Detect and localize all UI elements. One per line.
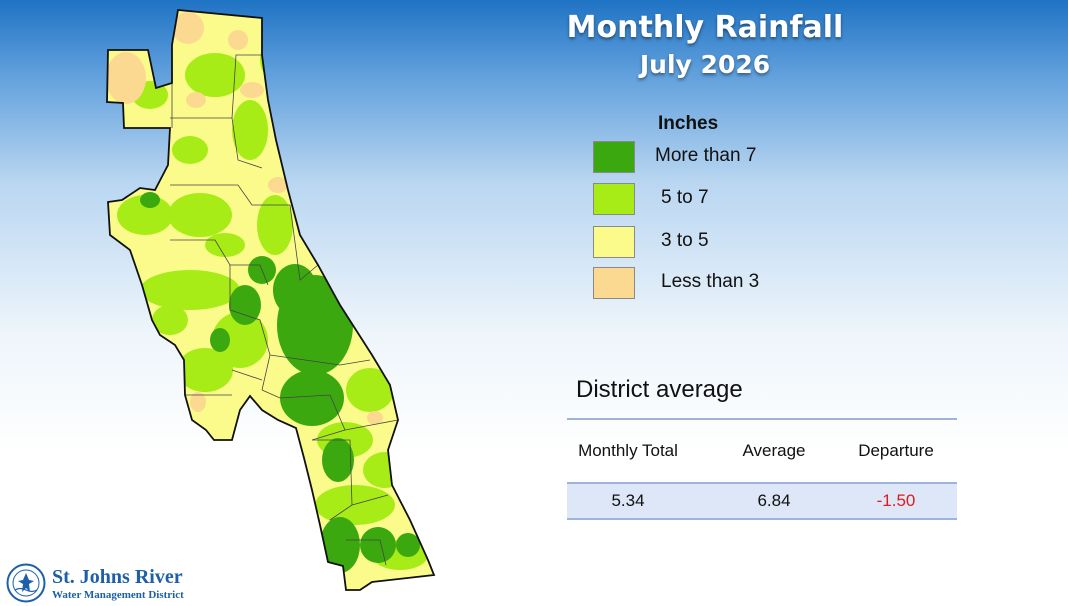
legend-label: 5 to 7 [661, 187, 709, 208]
legend-item-less-than-3: Less than 3 [593, 267, 893, 299]
district-average-title: District average [576, 376, 743, 403]
header-departure: Departure [858, 441, 934, 460]
legend-swatch [593, 226, 635, 258]
legend-label: More than 7 [655, 145, 757, 166]
table-row: 5.34 6.84 -1.50 [567, 482, 957, 518]
legend-swatch [593, 267, 635, 299]
logo-tagline: Water Management District [52, 589, 184, 601]
legend-item-3-to-5: 3 to 5 [593, 226, 893, 258]
header-monthly-total: Monthly Total [578, 441, 678, 460]
legend-item-more-than-7: More than 7 [593, 141, 893, 173]
legend-label: 3 to 5 [661, 230, 709, 251]
district-average-table: Monthly Total Average Departure 5.34 6.8… [567, 418, 957, 520]
value-departure: -1.50 [876, 491, 916, 510]
seal-icon [6, 563, 46, 603]
rainfall-map [106, 9, 435, 591]
legend-swatch [593, 141, 635, 173]
legend-swatch [593, 183, 635, 215]
value-average: 6.84 [757, 491, 791, 510]
map-subtitle: July 2026 [639, 50, 771, 79]
table-header-row: Monthly Total Average Departure [567, 420, 957, 482]
map-title: Monthly Rainfall [566, 10, 844, 45]
value-monthly-total: 5.34 [611, 491, 645, 510]
legend-heading: Inches [658, 113, 719, 134]
legend-item-5-to-7: 5 to 7 [593, 183, 893, 215]
sjrwmd-logo: St. Johns River Water Management Distric… [6, 563, 236, 603]
logo-name: St. Johns River [52, 566, 183, 588]
legend-label: Less than 3 [661, 271, 760, 292]
header-average: Average [742, 441, 806, 460]
